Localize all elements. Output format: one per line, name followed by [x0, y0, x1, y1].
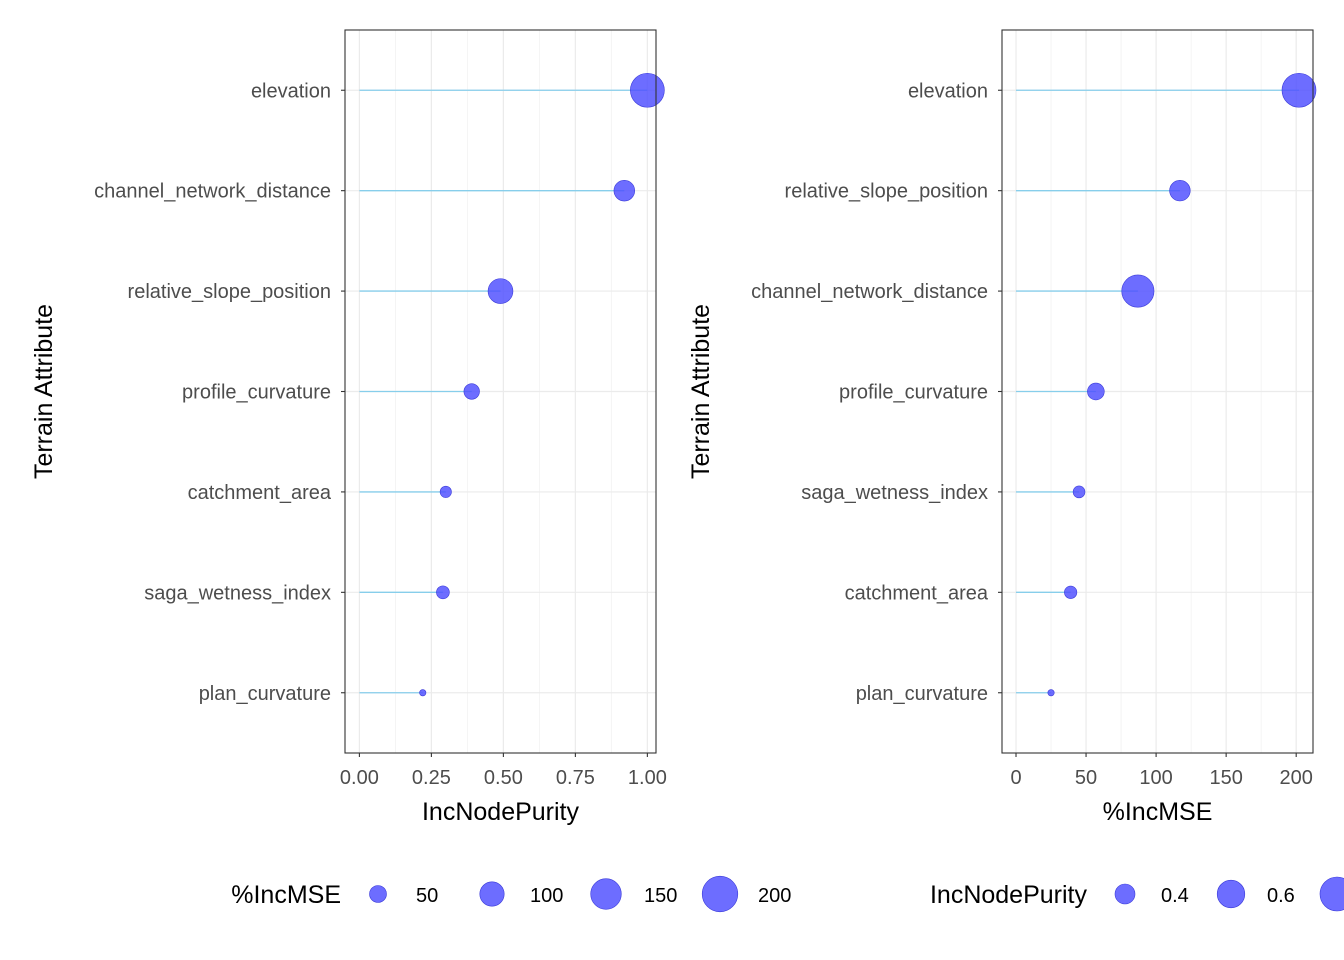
- legend-label: 0.6: [1267, 885, 1295, 907]
- legend-title: IncNodePurity: [930, 881, 1088, 909]
- data-point: [1047, 689, 1055, 697]
- category-label: saga_wetness_index: [144, 582, 331, 604]
- left-chart-panel: elevation channel_network_distancerelativ…: [30, 29, 667, 826]
- x-tick-label: 0.50: [484, 767, 523, 789]
- data-point: [630, 72, 665, 108]
- data-point: [439, 485, 452, 498]
- legend-key: [701, 875, 739, 913]
- legend-label: 100: [530, 885, 563, 907]
- category-label: channel_network_distance: [94, 181, 331, 203]
- x-tick-label: 50: [1075, 767, 1097, 789]
- right-chart-panel: elevation relative_slope_position channel_…: [687, 29, 1317, 826]
- legend-key: [1216, 879, 1246, 909]
- x-tick-label: 150: [1209, 767, 1242, 789]
- category-label: catchment_area: [188, 482, 332, 504]
- data-point: [1087, 382, 1105, 401]
- data-point: [1072, 485, 1086, 499]
- category-label: saga_wetness_index: [801, 482, 988, 504]
- left-legend: %IncMSE 50 100 150 200: [231, 875, 791, 913]
- y-axis-title: Terrain Attribute: [687, 304, 715, 479]
- x-tick-label: 100: [1139, 767, 1172, 789]
- legend-label: 50: [416, 885, 438, 907]
- category-label: profile_curvature: [839, 382, 988, 404]
- legend-label: 150: [644, 885, 677, 907]
- data-point: [463, 383, 480, 400]
- category-label: relative_slope_position: [128, 281, 331, 303]
- x-tick-label: 0: [1010, 767, 1021, 789]
- x-tick-label: 1.00: [628, 767, 667, 789]
- right-legend: IncNodePurity 0.4 0.6: [930, 876, 1344, 912]
- data-point: [1064, 585, 1078, 599]
- category-label: catchment_area: [845, 582, 989, 604]
- y-axis-title: Terrain Attribute: [30, 304, 58, 479]
- legend-label: 0.4: [1161, 885, 1189, 907]
- category-label: elevation: [251, 80, 331, 102]
- x-tick-label: 0.25: [412, 767, 451, 789]
- category-label: channel_network_distance: [751, 281, 988, 303]
- data-point: [1281, 72, 1317, 108]
- category-label: profile_curvature: [182, 382, 331, 404]
- legend-key: [369, 885, 387, 903]
- data-point: [1121, 274, 1155, 308]
- x-axis-title: IncNodePurity: [422, 798, 580, 826]
- x-tick-label: 200: [1280, 767, 1313, 789]
- legend-key: [479, 881, 505, 907]
- legend-title: %IncMSE: [231, 881, 341, 909]
- data-point: [613, 179, 636, 202]
- data-point: [487, 278, 514, 304]
- x-tick-label: 0.00: [340, 767, 379, 789]
- legend-key: [590, 878, 622, 910]
- data-point: [419, 689, 427, 697]
- category-label: plan_curvature: [199, 683, 331, 705]
- category-label: elevation: [908, 80, 988, 102]
- data-point: [1169, 180, 1191, 202]
- legend-label: 200: [758, 885, 791, 907]
- x-axis-title: %IncMSE: [1103, 798, 1213, 826]
- legend-key: [1319, 876, 1344, 912]
- data-point: [436, 585, 450, 600]
- category-label: plan_curvature: [856, 683, 988, 705]
- category-label: relative_slope_position: [785, 181, 988, 203]
- x-tick-label: 0.75: [556, 767, 595, 789]
- legend-key: [1114, 883, 1136, 905]
